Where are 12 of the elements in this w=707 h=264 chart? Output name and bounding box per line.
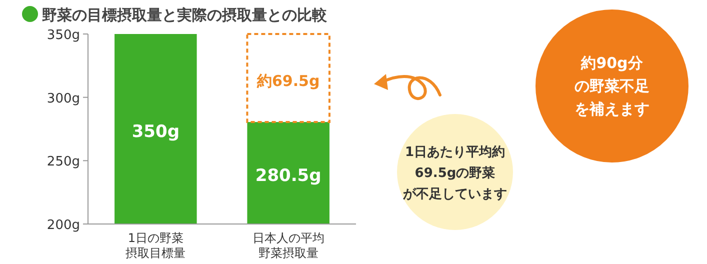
- data-label: 約69.5g: [256, 72, 320, 90]
- text: 1日あたり平均約69.5gの野菜が不足しています: [402, 145, 507, 202]
- data-label: 280.5g: [255, 166, 322, 186]
- x-tick-label: 日本人の平均野菜摂取量: [252, 231, 324, 260]
- y-tick-label: 200g: [46, 218, 80, 233]
- y-tick-label: 350g: [46, 28, 80, 43]
- x-tick-label: 1日の野菜摂取目標量: [126, 231, 186, 260]
- y-tick-label: 250g: [46, 154, 80, 170]
- chart-title: 野菜の目標摂取量と実際の摂取量との比較: [42, 6, 328, 24]
- text: 約90g分の野菜不足を補えます: [574, 54, 650, 118]
- y-tick-label: 300g: [46, 91, 80, 106]
- data-label: 350g: [132, 122, 180, 142]
